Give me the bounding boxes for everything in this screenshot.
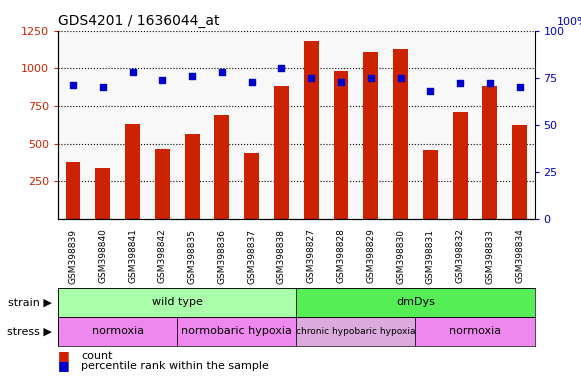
Bar bbox=[58, 288, 296, 317]
Text: count: count bbox=[81, 351, 113, 361]
Bar bbox=[66, 162, 80, 219]
Bar bbox=[333, 71, 349, 219]
Text: normoxia: normoxia bbox=[92, 326, 144, 336]
Point bbox=[277, 65, 286, 71]
Text: GDS4201 / 1636044_at: GDS4201 / 1636044_at bbox=[58, 14, 220, 28]
Bar bbox=[244, 153, 259, 219]
Text: ■: ■ bbox=[58, 349, 70, 362]
Bar bbox=[482, 86, 497, 219]
Bar bbox=[304, 40, 318, 219]
Bar bbox=[125, 124, 140, 219]
Bar bbox=[296, 317, 415, 346]
Point bbox=[366, 74, 375, 81]
Bar bbox=[423, 151, 437, 219]
Point bbox=[515, 84, 524, 90]
Text: strain ▶: strain ▶ bbox=[8, 297, 52, 308]
Point bbox=[128, 69, 137, 75]
Text: wild type: wild type bbox=[152, 297, 203, 308]
Text: normoxia: normoxia bbox=[449, 326, 501, 336]
Point bbox=[426, 88, 435, 94]
Point bbox=[456, 80, 465, 86]
Point bbox=[157, 76, 167, 83]
Bar bbox=[177, 317, 296, 346]
Bar bbox=[363, 52, 378, 219]
Point bbox=[247, 78, 256, 84]
Bar bbox=[415, 317, 535, 346]
Bar bbox=[296, 288, 535, 317]
Bar bbox=[95, 169, 110, 219]
Text: percentile rank within the sample: percentile rank within the sample bbox=[81, 361, 269, 371]
Point bbox=[217, 69, 227, 75]
Point bbox=[69, 82, 78, 88]
Point bbox=[485, 80, 494, 86]
Bar bbox=[185, 134, 199, 219]
Text: normobaric hypoxia: normobaric hypoxia bbox=[181, 326, 292, 336]
Bar bbox=[58, 317, 177, 346]
Bar bbox=[214, 115, 229, 219]
Bar bbox=[453, 112, 468, 219]
Y-axis label: 100%: 100% bbox=[557, 17, 581, 27]
Point bbox=[336, 78, 346, 84]
Bar bbox=[393, 49, 408, 219]
Text: dmDys: dmDys bbox=[396, 297, 435, 308]
Point bbox=[188, 73, 197, 79]
Point bbox=[396, 74, 405, 81]
Bar bbox=[274, 86, 289, 219]
Point bbox=[98, 84, 107, 90]
Text: chronic hypobaric hypoxia: chronic hypobaric hypoxia bbox=[296, 327, 415, 336]
Point bbox=[307, 74, 316, 81]
Bar bbox=[512, 125, 527, 219]
Bar bbox=[155, 149, 170, 219]
Text: ■: ■ bbox=[58, 359, 70, 372]
Text: stress ▶: stress ▶ bbox=[8, 326, 52, 336]
